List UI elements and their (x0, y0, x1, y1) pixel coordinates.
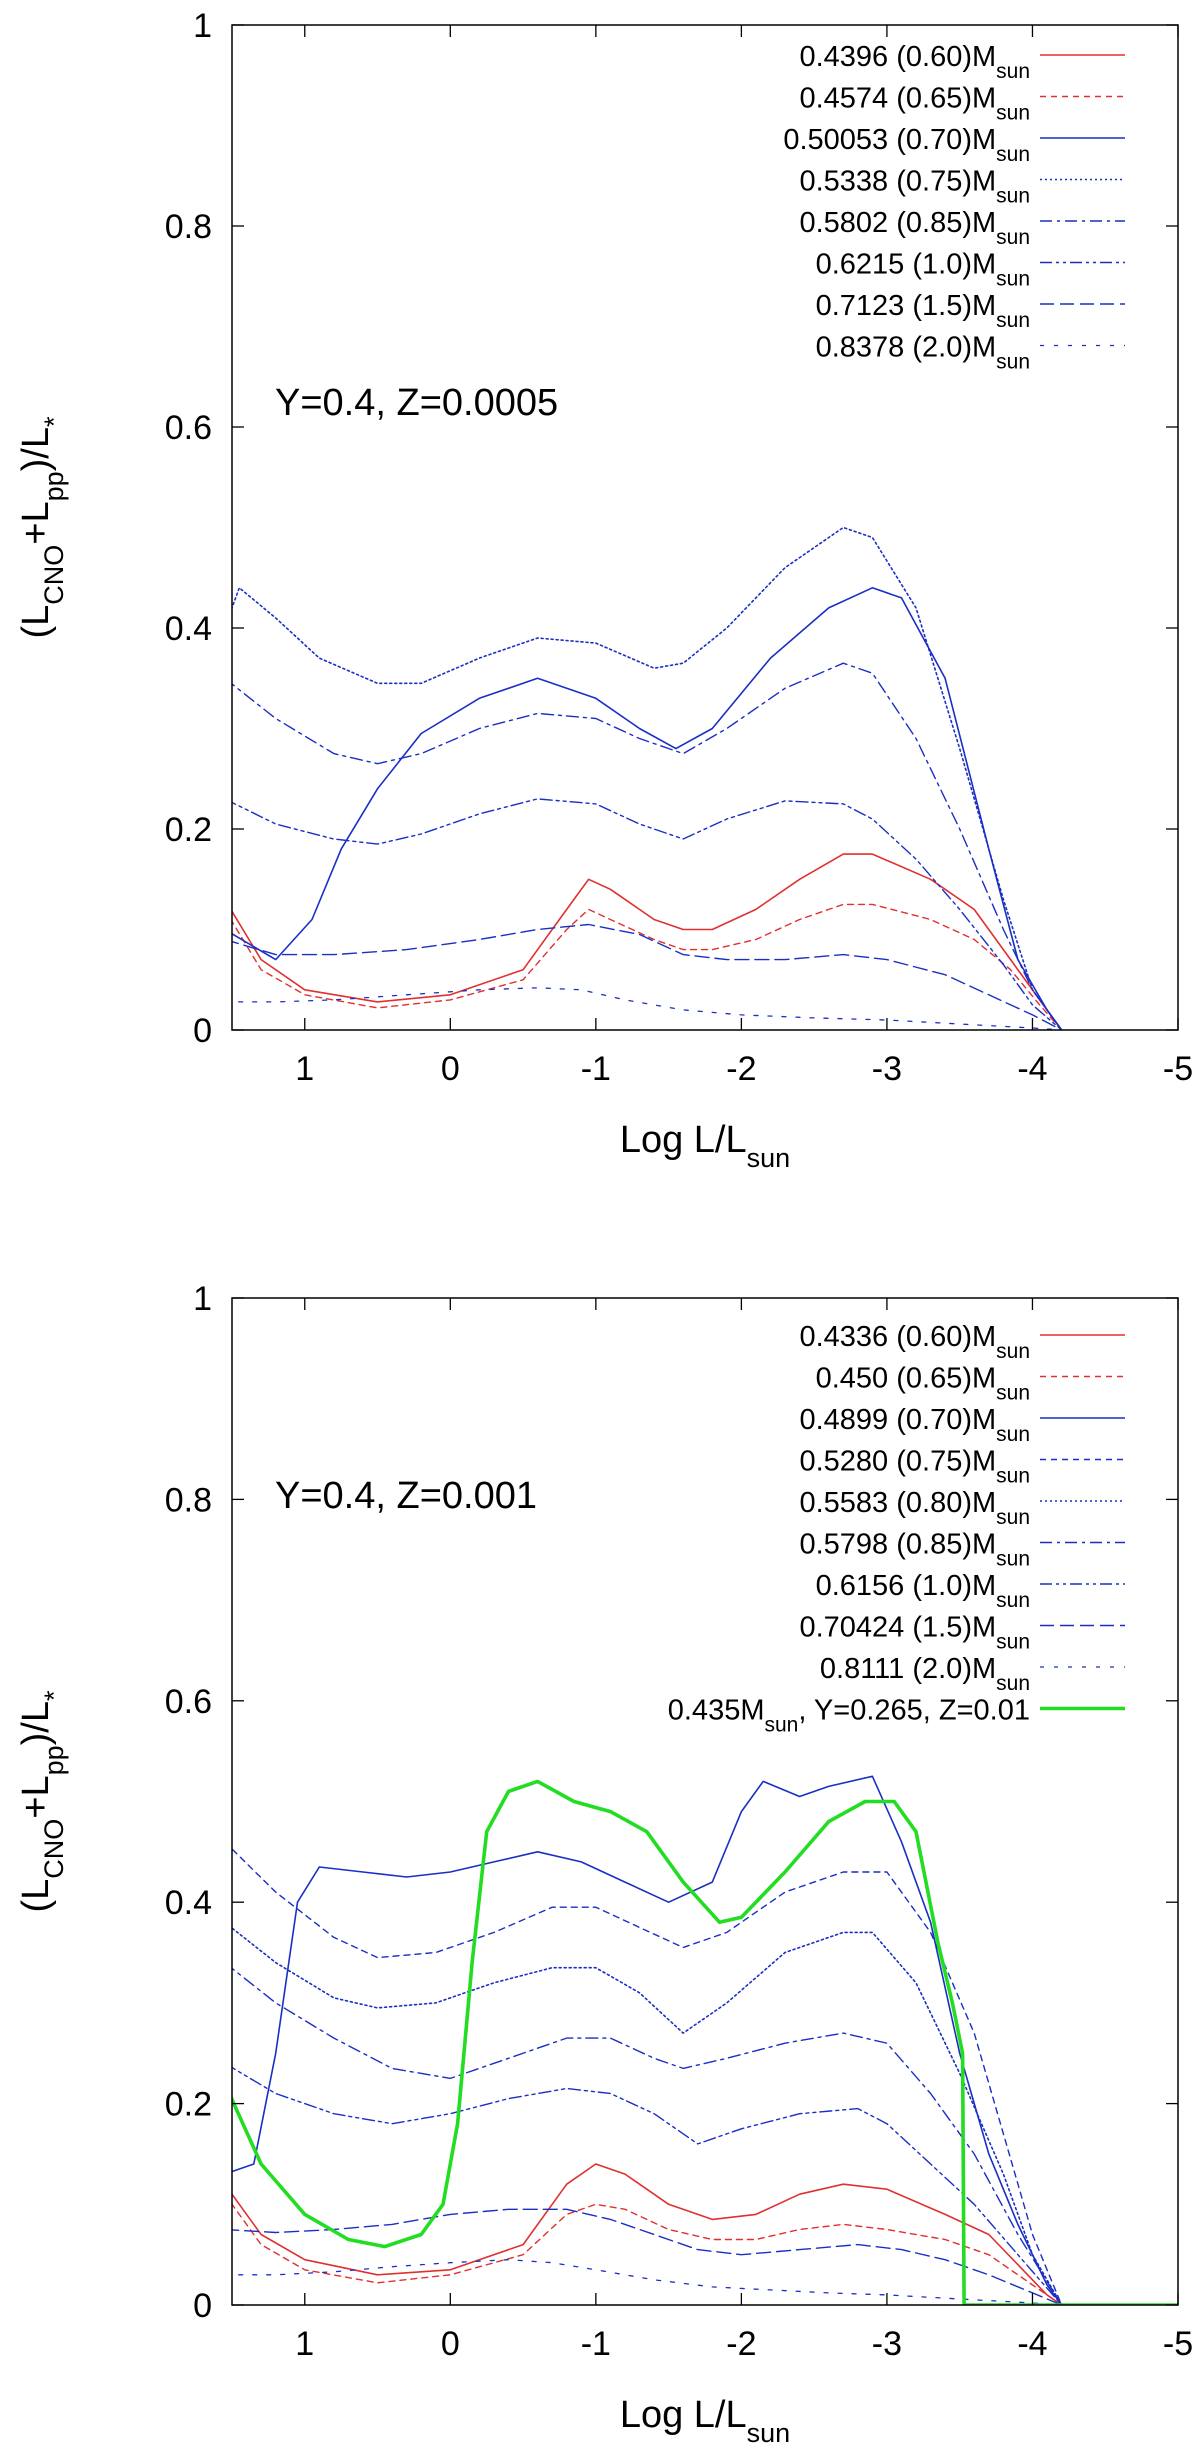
x-tick-label: -2 (726, 1050, 756, 1088)
y-tick-label: 0.2 (165, 811, 212, 849)
x-tick-label: -1 (581, 2325, 611, 2363)
x-tick-label: -3 (872, 2325, 902, 2363)
legend-label-6: 0.6215 (1.0)Msun (816, 249, 1030, 291)
series-line-7 (232, 923, 1063, 1030)
legend-label-8: 0.70424 (1.5)Msun (799, 1612, 1030, 1654)
y-axis-label: (LCNO+Lpp)/L* (15, 416, 69, 639)
legend-label-4: 0.5280 (0.75)Msun (799, 1446, 1030, 1488)
y-tick-label: 0.4 (165, 1884, 212, 1922)
y-tick-label: 1 (193, 7, 212, 45)
x-axis-label: Log L/Lsun (620, 2394, 790, 2448)
legend-label-5: 0.5583 (0.80)Msun (799, 1487, 1030, 1529)
chart-panel-2: 0 0.2 0.4 0.6 0.8 1 1 0 -1 -2 -3 -4 -5 Log L/Lsun (LCN… (15, 1280, 1193, 2448)
y-axis-label: (LCNO+Lpp)/L* (15, 1690, 69, 1913)
x-tick-label: -3 (872, 1050, 902, 1088)
x-tick-label: -4 (1017, 1050, 1047, 1088)
series-line-4 (232, 1848, 1063, 2305)
x-tick-label: -5 (1163, 2325, 1193, 2363)
y-tick-label: 0.8 (165, 208, 212, 246)
y-tick-label: 0.6 (165, 409, 212, 447)
legend-label-3: 0.4899 (0.70)Msun (799, 1404, 1030, 1446)
legend-label-1: 0.4336 (0.60)Msun (799, 1321, 1030, 1363)
legend-label-3: 0.50053 (0.70)Msun (783, 124, 1030, 166)
y-tick-label: 0.4 (165, 610, 212, 648)
plot-frame (231, 24, 1179, 1031)
legend-label-2: 0.450 (0.65)Msun (816, 1363, 1030, 1405)
series-line-3 (232, 587, 1063, 1030)
panel-annotation: Y=0.4, Z=0.001 (275, 1475, 537, 1517)
plot-frame (231, 1297, 1179, 2306)
x-tick-label: -4 (1017, 2325, 1047, 2363)
y-tick-label: 0.2 (165, 2086, 212, 2124)
series-line-1 (232, 853, 1063, 1030)
legend-label-8: 0.8378 (2.0)Msun (816, 332, 1030, 374)
legend-label-2: 0.4574 (0.65)Msun (799, 83, 1030, 125)
series-line-4 (232, 526, 1063, 1030)
x-tick-label: 1 (295, 1050, 314, 1088)
series-line-2 (232, 903, 1063, 1030)
y-tick-label: 0.8 (165, 1481, 212, 1519)
series-line-2 (232, 2203, 1063, 2305)
x-tick-label: 0 (441, 1050, 460, 1088)
legend-label-1: 0.4396 (0.60)Msun (799, 41, 1030, 83)
y-tick-label: 0 (193, 2287, 212, 2325)
y-tick-label: 1 (193, 1280, 212, 1318)
series-line-6 (232, 798, 1063, 1030)
series-group (232, 1775, 1178, 2305)
series-line-8 (232, 987, 1063, 1030)
legend-label-5: 0.5802 (0.85)Msun (799, 207, 1030, 249)
series-line-1 (232, 2163, 1063, 2305)
legend-label-6: 0.5798 (0.85)Msun (799, 1529, 1030, 1571)
x-tick-label: 1 (295, 2325, 314, 2363)
x-tick-label: -1 (581, 1050, 611, 1088)
x-axis-label: Log L/Lsun (620, 1119, 790, 1173)
panel-annotation: Y=0.4, Z=0.0005 (275, 382, 558, 424)
series-line-10 (232, 1779, 1178, 2305)
series-line-3 (232, 1775, 1063, 2305)
x-tick-label: -5 (1163, 1050, 1193, 1088)
y-tick-label: 0.6 (165, 1683, 212, 1721)
series-line-9 (232, 2259, 1063, 2305)
chart-panel-1: 0 0.2 0.4 0.6 0.8 1 1 0 -1 -2 -3 -4 -5 Log L/Lsun (LCN… (15, 7, 1193, 1173)
legend-label-4: 0.5338 (0.75)Msun (799, 166, 1030, 208)
y-tick-label: 0 (193, 1012, 212, 1050)
series-line-6 (232, 1967, 1063, 2305)
legend-label-7: 0.6156 (1.0)Msun (816, 1570, 1030, 1612)
x-tick-label: -2 (726, 2325, 756, 2363)
legend-label-9: 0.8111 (2.0)Msun (820, 1653, 1030, 1695)
series-line-5 (232, 662, 1063, 1030)
series-line-5 (232, 1927, 1063, 2305)
series-group (232, 526, 1063, 1030)
x-tick-label: 0 (441, 2325, 460, 2363)
legend-label-10: 0.435Msun, Y=0.265, Z=0.01 (668, 1695, 1030, 1737)
series-line-8 (232, 2208, 1063, 2305)
legend-label-7: 0.7123 (1.5)Msun (816, 290, 1030, 332)
